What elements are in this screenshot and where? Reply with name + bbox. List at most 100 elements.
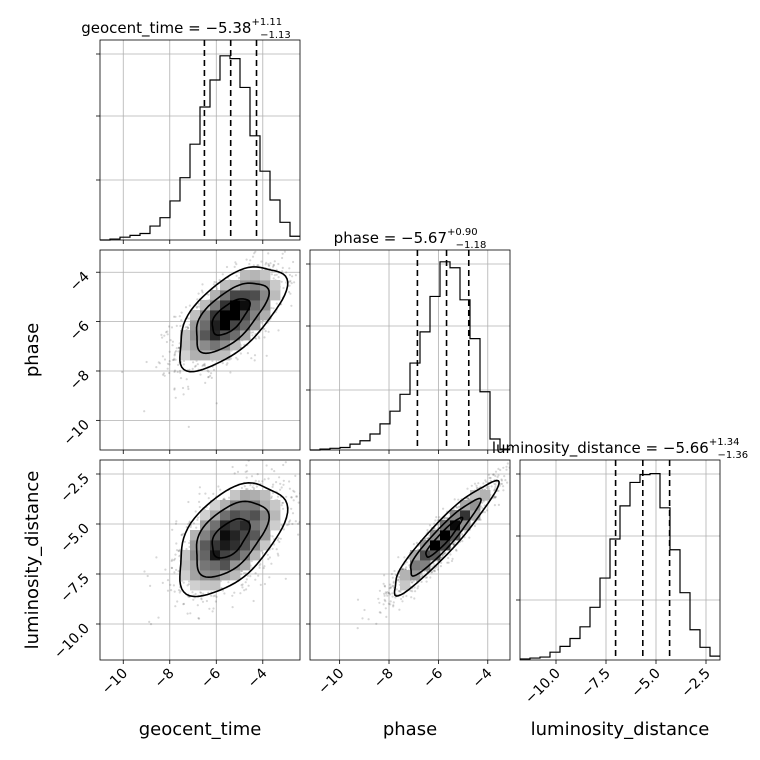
scatter-point: [377, 597, 380, 600]
scatter-point: [268, 556, 271, 559]
density-cell: [260, 530, 271, 541]
x-tick-label: −4: [245, 665, 271, 691]
scatter-point: [410, 581, 413, 584]
scatter-point: [253, 252, 256, 255]
scatter-point: [293, 490, 296, 493]
scatter-point: [434, 519, 437, 522]
scatter-point: [225, 265, 229, 269]
density-cell: [230, 530, 241, 541]
scatter-point: [403, 556, 406, 559]
scatter-point: [382, 603, 385, 606]
scatter-point: [452, 543, 455, 546]
density-cell: [240, 560, 251, 571]
scatter-point: [310, 240, 312, 242]
scatter-point: [466, 487, 469, 490]
density-cell: [260, 290, 271, 301]
scatter-point: [489, 476, 492, 480]
scatter-point: [273, 260, 276, 263]
density-cell: [220, 510, 231, 521]
density-cell: [240, 320, 251, 331]
density-cell: [230, 490, 241, 501]
scatter-point: [266, 553, 269, 556]
density-cell: [230, 520, 241, 531]
scatter-point: [267, 330, 270, 333]
scatter-point: [169, 339, 172, 342]
scatter-point: [387, 602, 390, 605]
scatter-point: [239, 592, 242, 595]
scatter-point: [473, 524, 476, 528]
scatter-point: [188, 304, 191, 307]
scatter-point: [173, 369, 177, 372]
scatter-point: [387, 592, 391, 595]
density-cell: [250, 280, 261, 291]
scatter-point: [188, 368, 191, 371]
scatter-point: [179, 589, 182, 593]
scatter-point: [451, 557, 454, 561]
scatter-point: [192, 522, 195, 525]
scatter-point: [203, 363, 206, 366]
scatter-point: [173, 388, 176, 391]
scatter-point: [445, 517, 449, 520]
y-tick-label: −8: [67, 368, 93, 394]
scatter-point: [266, 246, 268, 248]
scatter-point: [201, 291, 204, 294]
scatter-point: [277, 262, 280, 266]
scatter-point: [200, 597, 203, 600]
density-cell: [400, 570, 411, 581]
density-cell: [200, 320, 211, 331]
scatter-point: [392, 601, 395, 604]
scatter-point: [177, 363, 180, 366]
scatter-point: [177, 589, 181, 592]
scatter-point: [431, 565, 434, 568]
density-cell: [190, 310, 201, 321]
scatter-point: [419, 572, 423, 576]
scatter-point: [268, 248, 270, 250]
scatter-point: [173, 387, 176, 390]
density-cell: [250, 290, 261, 301]
scatter-point: [263, 565, 266, 568]
scatter-point: [487, 485, 490, 488]
density-cell: [190, 580, 201, 591]
scatter-point: [502, 466, 505, 469]
scatter-point: [411, 590, 414, 593]
scatter-point: [221, 362, 224, 365]
scatter-point: [378, 611, 381, 614]
scatter-point: [149, 623, 153, 626]
density-cell: [190, 550, 201, 561]
scatter-point: [245, 476, 248, 479]
scatter-point: [261, 480, 264, 483]
contour-line: [195, 500, 271, 579]
scatter-point: [197, 617, 200, 620]
scatter-point: [173, 557, 177, 560]
scatter-point: [221, 273, 224, 276]
scatter-point: [182, 363, 185, 366]
scatter-point: [178, 346, 181, 350]
scatter-point: [277, 329, 280, 332]
density-cell: [250, 520, 261, 531]
scatter-point: [425, 537, 428, 540]
scatter-point: [166, 333, 169, 336]
scatter-point: [303, 484, 305, 486]
scatter-point: [257, 480, 260, 483]
density-cell: [450, 510, 461, 521]
scatter-point: [441, 555, 444, 558]
scatter-point: [306, 499, 308, 501]
density-cell: [210, 560, 221, 571]
x-axis-label-phase: phase: [383, 719, 437, 740]
density-cell: [220, 340, 231, 351]
scatter-point: [280, 280, 283, 283]
scatter-point: [295, 495, 299, 498]
scatter-point: [175, 347, 178, 350]
scatter-point: [500, 479, 503, 482]
scatter-point: [454, 541, 457, 544]
scatter-point: [263, 336, 266, 339]
density-cell: [200, 310, 211, 321]
density-cell: [240, 270, 251, 281]
density-cell: [440, 540, 451, 551]
scatter-point: [173, 315, 176, 318]
scatter-point: [287, 241, 289, 243]
scatter-point: [396, 578, 399, 581]
density-cell: [220, 290, 231, 301]
density-cell: [430, 530, 441, 541]
